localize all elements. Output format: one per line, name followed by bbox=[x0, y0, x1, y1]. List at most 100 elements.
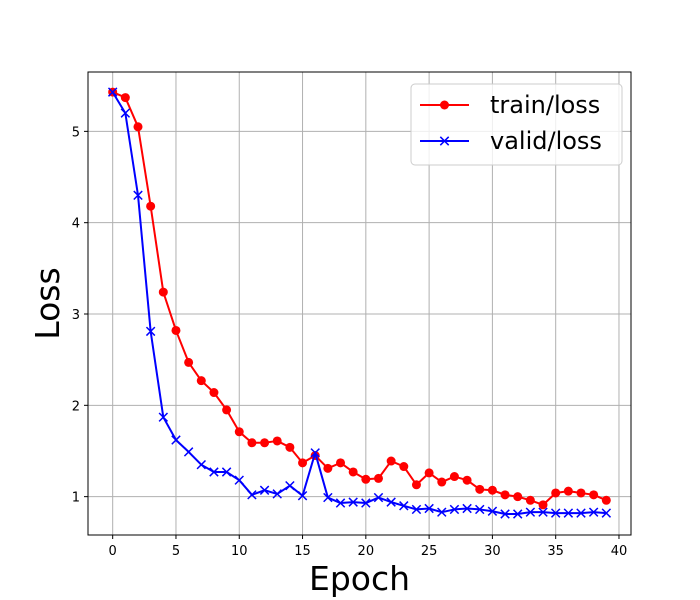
data-point-valid-loss bbox=[196, 459, 207, 470]
data-point-train-loss bbox=[424, 468, 434, 478]
data-point-train-loss bbox=[323, 463, 333, 473]
data-point-valid-loss bbox=[348, 497, 358, 507]
ticks: 0 5 10 15 20 25 30 35 40 1 2 3 4 5 bbox=[72, 125, 628, 559]
data-point-valid-loss bbox=[221, 467, 232, 477]
y-tick-label: 4 bbox=[72, 217, 80, 232]
x-tick-label: 5 bbox=[172, 544, 180, 559]
data-point-train-loss bbox=[551, 488, 561, 498]
data-point-train-loss bbox=[563, 486, 573, 496]
legend-marker-valid-loss bbox=[439, 136, 450, 146]
data-point-train-loss bbox=[399, 462, 409, 472]
data-point-valid-loss bbox=[424, 503, 434, 514]
legend-marker-train-loss bbox=[440, 100, 449, 110]
data-point-valid-loss bbox=[209, 467, 219, 477]
x-tick-label: 40 bbox=[611, 544, 628, 559]
data-point-valid-loss bbox=[259, 485, 270, 495]
data-point-valid-loss bbox=[310, 448, 320, 458]
data-point-train-loss bbox=[247, 438, 257, 448]
series-train-loss bbox=[108, 87, 611, 510]
data-point-valid-loss bbox=[525, 507, 536, 517]
data-point-train-loss bbox=[500, 490, 510, 500]
data-point-train-loss bbox=[120, 93, 130, 103]
y-tick-label: 3 bbox=[72, 308, 80, 323]
data-point-valid-loss bbox=[550, 508, 561, 518]
data-point-valid-loss bbox=[234, 475, 244, 485]
x-tick-label: 15 bbox=[294, 544, 311, 559]
data-point-valid-loss bbox=[171, 435, 181, 445]
data-point-train-loss bbox=[475, 484, 485, 494]
data-point-valid-loss bbox=[158, 412, 169, 422]
data-point-valid-loss bbox=[386, 497, 396, 507]
data-point-valid-loss bbox=[475, 504, 485, 515]
data-point-train-loss bbox=[184, 357, 194, 367]
legend-label-valid-loss: valid/loss bbox=[490, 127, 602, 155]
data-point-train-loss bbox=[411, 480, 421, 490]
legend: train/loss valid/loss bbox=[410, 83, 623, 166]
data-point-valid-loss bbox=[576, 508, 586, 518]
data-point-train-loss bbox=[260, 438, 270, 448]
data-point-valid-loss bbox=[272, 489, 282, 499]
data-point-train-loss bbox=[601, 495, 611, 505]
x-tick-label: 20 bbox=[358, 544, 375, 559]
data-point-valid-loss bbox=[335, 498, 346, 508]
data-point-train-loss bbox=[513, 492, 523, 502]
data-point-valid-loss bbox=[538, 507, 548, 517]
data-point-valid-loss bbox=[107, 87, 118, 97]
y-tick-label: 5 bbox=[72, 125, 80, 140]
plot-frame bbox=[87, 71, 632, 536]
data-point-train-loss bbox=[285, 442, 295, 452]
data-point-train-loss bbox=[576, 488, 586, 498]
x-tick-label: 35 bbox=[547, 544, 564, 559]
data-point-train-loss bbox=[373, 473, 383, 483]
data-point-train-loss bbox=[386, 456, 396, 466]
data-point-train-loss bbox=[437, 477, 447, 487]
data-point-train-loss bbox=[589, 490, 599, 500]
y-tick-label: 1 bbox=[72, 491, 80, 506]
legend-label-train-loss: train/loss bbox=[490, 91, 600, 119]
x-tick-label: 30 bbox=[484, 544, 501, 559]
data-point-valid-loss bbox=[437, 507, 447, 517]
data-point-valid-loss bbox=[601, 508, 612, 518]
data-point-train-loss bbox=[361, 474, 371, 484]
x-axis-title: Epoch bbox=[309, 559, 410, 598]
data-point-train-loss bbox=[171, 325, 181, 335]
data-point-valid-loss bbox=[361, 498, 371, 508]
data-point-train-loss bbox=[196, 376, 206, 386]
data-point-train-loss bbox=[525, 495, 535, 505]
data-point-valid-loss bbox=[462, 503, 472, 514]
data-point-valid-loss bbox=[399, 501, 409, 511]
series-valid-loss bbox=[107, 87, 612, 519]
x-tick-label: 25 bbox=[421, 544, 438, 559]
data-point-valid-loss bbox=[323, 492, 333, 503]
data-point-train-loss bbox=[298, 458, 308, 468]
y-axis-title: Loss bbox=[28, 267, 67, 339]
data-point-train-loss bbox=[336, 458, 346, 468]
data-point-train-loss bbox=[272, 436, 282, 446]
data-point-valid-loss bbox=[373, 492, 384, 503]
data-point-valid-loss bbox=[487, 506, 498, 516]
data-point-train-loss bbox=[348, 467, 358, 477]
y-tick-label: 2 bbox=[72, 399, 80, 414]
x-tick-label: 10 bbox=[231, 544, 248, 559]
data-point-train-loss bbox=[133, 122, 143, 132]
data-point-valid-loss bbox=[449, 504, 460, 515]
data-point-valid-loss bbox=[145, 326, 156, 337]
data-point-valid-loss bbox=[183, 447, 194, 457]
data-point-valid-loss bbox=[133, 190, 143, 201]
data-point-train-loss bbox=[487, 485, 497, 495]
data-point-train-loss bbox=[449, 472, 459, 482]
data-point-valid-loss bbox=[512, 509, 523, 519]
data-point-valid-loss bbox=[588, 507, 599, 517]
series-layer bbox=[107, 87, 612, 519]
data-point-valid-loss bbox=[563, 508, 574, 518]
data-point-train-loss bbox=[158, 287, 168, 297]
data-point-train-loss bbox=[209, 388, 219, 398]
data-point-valid-loss bbox=[297, 491, 308, 501]
x-tick-label: 0 bbox=[109, 544, 117, 559]
data-point-train-loss bbox=[462, 475, 472, 485]
data-point-train-loss bbox=[538, 500, 548, 510]
data-point-train-loss bbox=[234, 427, 244, 437]
series-line-valid-loss bbox=[111, 91, 607, 515]
data-point-valid-loss bbox=[500, 509, 510, 519]
